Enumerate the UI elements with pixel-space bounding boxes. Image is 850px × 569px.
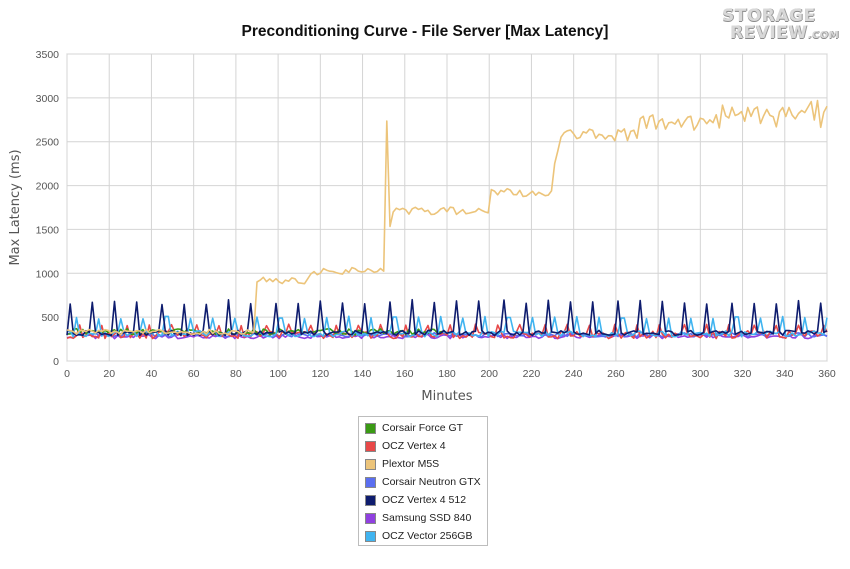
logo-text-review: REVIEW — [730, 23, 808, 43]
x-tick-label: 140 — [354, 368, 372, 380]
logo-text-line2: REVIEW.COM — [722, 23, 839, 44]
legend-label: OCZ Vertex 4 — [382, 440, 446, 452]
x-tick-label: 160 — [396, 368, 414, 380]
x-tick-label: 60 — [188, 368, 200, 380]
legend-item: OCZ Vertex 4 — [365, 439, 446, 453]
x-tick-label: 100 — [269, 368, 287, 380]
x-tick-label: 360 — [818, 368, 836, 380]
legend-label: Samsung SSD 840 — [382, 512, 472, 524]
y-tick-label: 500 — [41, 312, 59, 324]
legend-label: OCZ Vertex 4 512 — [382, 494, 467, 506]
y-axis-title: Max Latency (ms) — [8, 149, 23, 265]
legend-swatch — [365, 530, 376, 542]
y-tick-label: 1500 — [36, 224, 60, 236]
legend-swatch — [365, 476, 376, 488]
y-tick-label: 0 — [53, 356, 59, 368]
legend-swatch — [365, 512, 376, 524]
x-tick-label: 0 — [64, 368, 70, 380]
x-tick-label: 40 — [146, 368, 158, 380]
x-tick-label: 240 — [565, 368, 583, 380]
x-tick-label: 320 — [734, 368, 752, 380]
x-axis-title: Minutes — [421, 389, 472, 404]
x-tick-label: 340 — [776, 368, 794, 380]
legend-label: Plextor M5S — [382, 458, 440, 470]
series-line-ocz-vertex-4-512 — [66, 298, 828, 337]
legend-item: Corsair Neutron GTX — [365, 475, 481, 489]
chart-legend: Corsair Force GT OCZ Vertex 4 Plextor M5S C… — [358, 416, 488, 546]
logo-text-line1: STORAGE — [722, 6, 816, 26]
logo-text-suffix: .COM — [807, 30, 840, 41]
legend-label: Corsair Force GT — [382, 422, 464, 434]
legend-item: Samsung SSD 840 — [365, 511, 471, 525]
x-tick-label: 280 — [649, 368, 667, 380]
x-tick-label: 120 — [312, 368, 330, 380]
x-tick-label: 180 — [438, 368, 456, 380]
legend-item: Corsair Force GT — [365, 421, 463, 435]
y-tick-label: 2500 — [36, 137, 60, 149]
legend-label: Corsair Neutron GTX — [382, 476, 481, 488]
series-line-plextor-m5s — [66, 99, 828, 336]
y-tick-label: 3000 — [36, 93, 60, 105]
legend-swatch — [365, 440, 376, 452]
legend-label: OCZ Vector 256GB — [382, 530, 473, 542]
x-tick-label: 220 — [523, 368, 541, 380]
legend-item: Plextor M5S — [365, 457, 439, 471]
legend-swatch — [365, 422, 376, 434]
x-tick-label: 300 — [692, 368, 710, 380]
legend-swatch — [365, 458, 376, 470]
legend-item: OCZ Vector 256GB — [365, 529, 472, 543]
y-tick-label: 3500 — [36, 49, 60, 61]
y-tick-label: 1000 — [36, 268, 60, 280]
legend-item: OCZ Vertex 4 512 — [365, 493, 466, 507]
y-tick-label: 2000 — [36, 181, 60, 193]
legend-swatch — [365, 494, 376, 506]
chart-title: Preconditioning Curve - File Server [Max… — [242, 23, 609, 40]
x-tick-label: 200 — [480, 368, 498, 380]
x-tick-label: 80 — [230, 368, 242, 380]
x-tick-label: 20 — [103, 368, 115, 380]
x-tick-label: 260 — [607, 368, 625, 380]
storagereview-logo: STORAGE REVIEW.COM — [722, 6, 839, 44]
